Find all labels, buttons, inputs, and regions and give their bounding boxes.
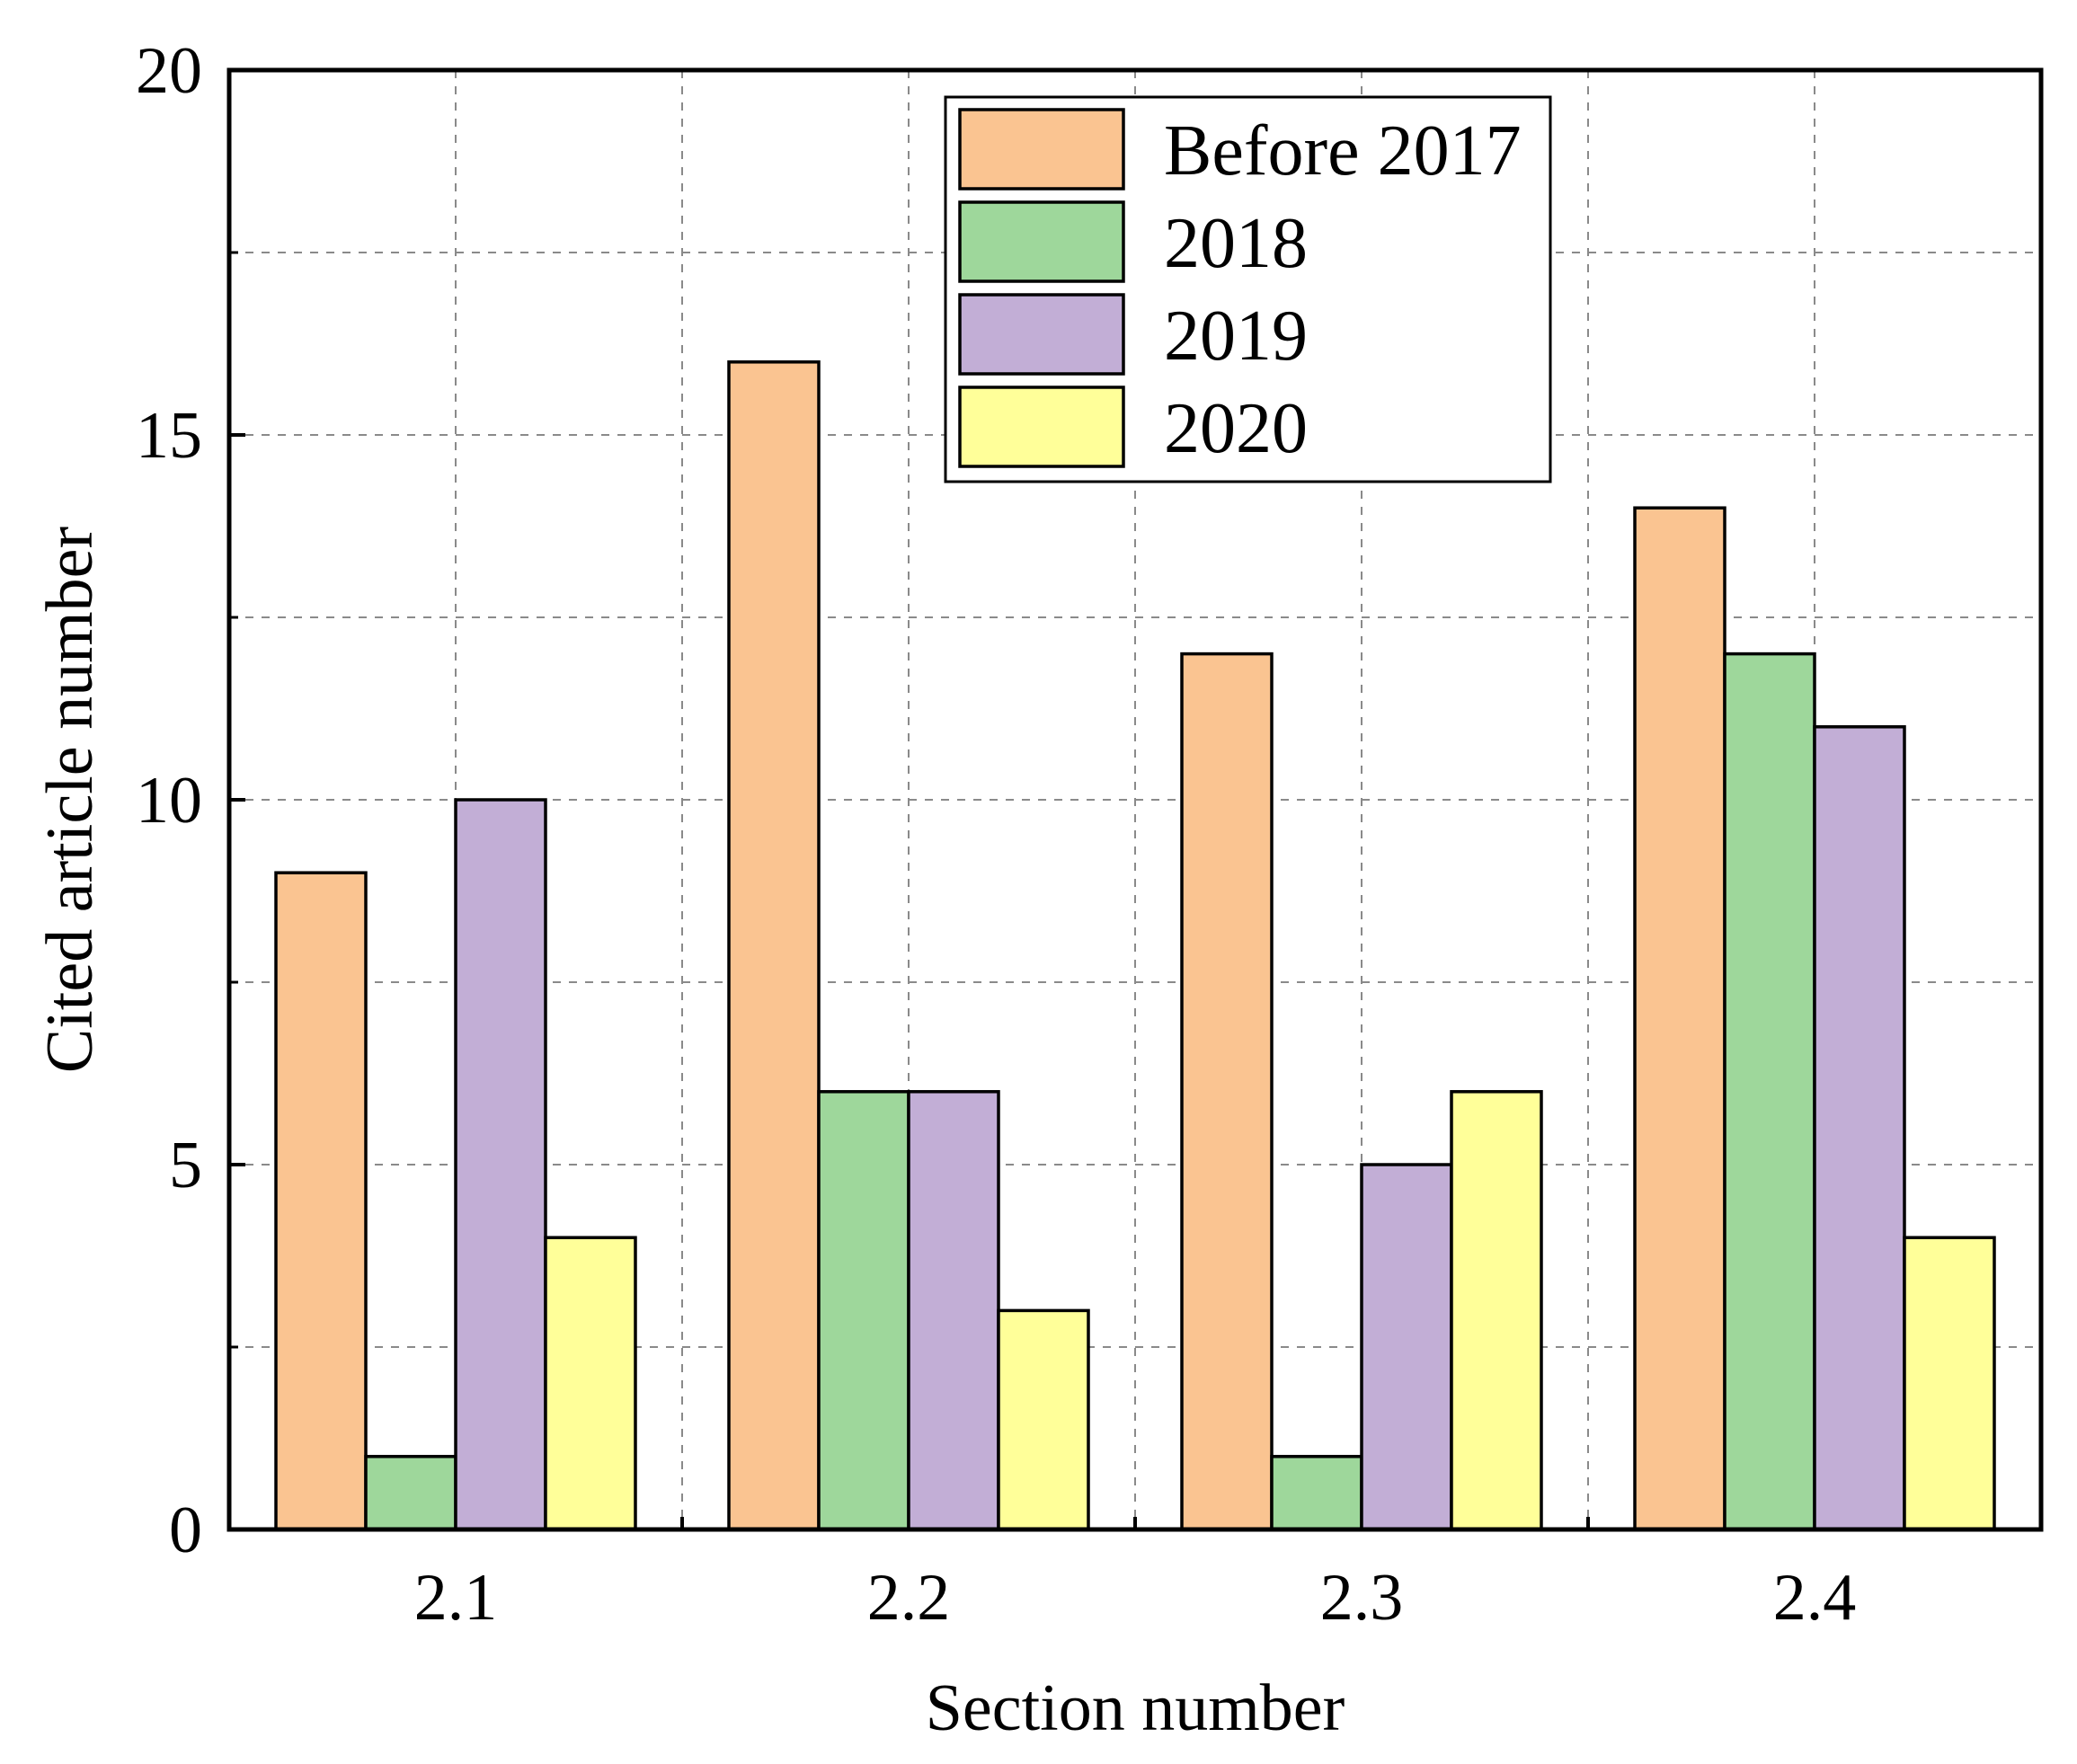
bar: [1360, 1163, 1453, 1531]
bar: [1813, 725, 1906, 1531]
bar: [1633, 506, 1726, 1531]
x-tick-label: 2.1: [414, 1561, 498, 1635]
legend-label: 2020: [1164, 389, 1308, 468]
legend-swatch: [958, 200, 1125, 283]
bar: [454, 798, 547, 1531]
legend-swatch: [958, 108, 1125, 191]
bar: [997, 1308, 1090, 1531]
bar: [544, 1236, 637, 1531]
bar: [364, 1455, 457, 1531]
ticks: [229, 68, 1590, 1531]
y-tick-label: 0: [169, 1494, 202, 1567]
y-axis-title: Cited article number: [33, 527, 107, 1073]
legend: Before 2017 2018 2019 2020: [944, 95, 1552, 483]
x-axis-title: Section number: [926, 1671, 1345, 1745]
bar: [1723, 652, 1816, 1531]
y-tick-label: 15: [136, 399, 202, 473]
y-tick-label: 10: [136, 764, 202, 838]
tick-labels: 0 5 10 15 20 2.1 2.2 2.3 2.4: [136, 34, 1856, 1635]
bars: [274, 360, 1996, 1531]
legend-swatch: [958, 386, 1125, 468]
legend-label: Before 2017: [1164, 111, 1522, 191]
bar: [727, 360, 821, 1531]
bar: [817, 1090, 910, 1531]
legend-swatch: [958, 293, 1125, 376]
x-tick-label: 2.3: [1320, 1561, 1404, 1635]
x-tick-label: 2.2: [867, 1561, 951, 1635]
bar: [1180, 652, 1274, 1531]
x-tick-label: 2.4: [1773, 1561, 1857, 1635]
y-tick-label: 5: [169, 1129, 202, 1202]
bar: [1450, 1090, 1543, 1531]
legend-label: 2019: [1164, 297, 1308, 376]
bar: [1270, 1455, 1363, 1531]
bar: [907, 1090, 1000, 1531]
bar: [274, 871, 368, 1531]
legend-label: 2018: [1164, 204, 1308, 283]
y-tick-label: 20: [136, 34, 202, 108]
bar: [1903, 1236, 1996, 1531]
